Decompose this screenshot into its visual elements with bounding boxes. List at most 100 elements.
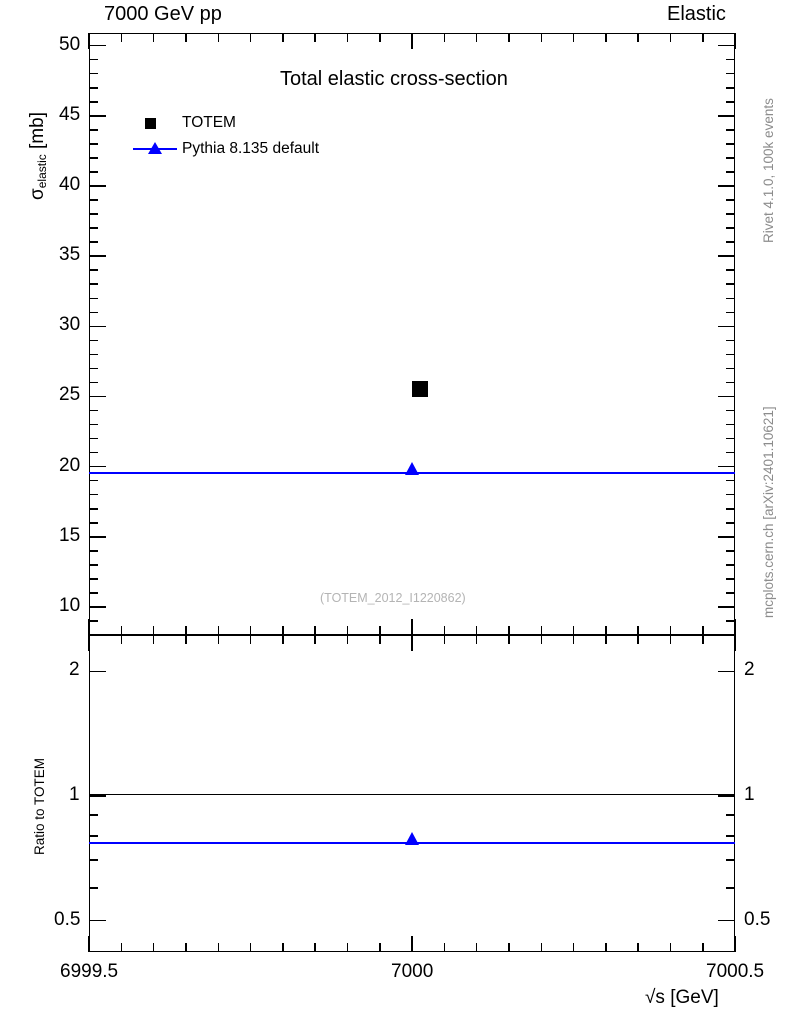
axis-tick-mark (282, 635, 284, 644)
axis-tick-mark (152, 33, 155, 42)
axis-tick-mark (346, 626, 349, 635)
axis-tick-mark (89, 451, 98, 454)
axis-tick-mark (346, 943, 349, 952)
axis-tick-mark (89, 465, 106, 468)
axis-tick-mark (605, 635, 607, 644)
axis-tick-mark (89, 269, 98, 271)
axis-tick-mark (89, 479, 98, 482)
header-right-process-label: Elastic (667, 3, 726, 25)
axis-tick-mark (89, 87, 98, 89)
axis-tick-mark (89, 564, 98, 566)
axis-tick-mark (726, 835, 735, 837)
axis-tick-label: 7000.5 (706, 961, 765, 982)
axis-tick-mark (379, 33, 381, 42)
axis-tick-mark (282, 943, 284, 952)
axis-tick-mark (726, 58, 735, 61)
axis-tick-mark (540, 635, 542, 644)
axis-tick-label: 35 (59, 244, 81, 266)
header-left-beam-label: 7000 GeV pp (104, 3, 222, 25)
axis-tick-mark (89, 367, 98, 370)
axis-tick-mark (572, 33, 575, 42)
axis-tick-mark (282, 626, 284, 635)
axis-tick-mark (89, 353, 98, 356)
axis-tick-mark (89, 795, 106, 797)
legend-label-pythia: Pythia 8.135 default (182, 140, 320, 157)
axis-tick-mark (249, 626, 252, 635)
axis-tick-mark (726, 213, 735, 215)
axis-tick-mark (726, 522, 735, 524)
axis-tick-mark (669, 943, 672, 952)
sigma-unit: [mb] (27, 112, 48, 155)
axis-tick-mark (89, 227, 98, 229)
x-axis-label: √s [GeV] (645, 988, 719, 1007)
axis-tick-mark (637, 943, 639, 952)
axis-tick-mark (120, 626, 123, 635)
main-y-axis-label: σelastic [mb] (27, 112, 49, 200)
axis-tick-mark (702, 626, 704, 635)
axis-tick-mark (726, 311, 735, 314)
axis-tick-mark (411, 33, 413, 49)
axis-tick-mark (89, 919, 106, 922)
axis-tick-mark (718, 606, 735, 608)
axis-tick-label: 7000 (391, 961, 434, 982)
axis-tick-mark (89, 814, 98, 816)
triangle-marker-icon (148, 142, 162, 154)
axis-tick-mark (726, 550, 735, 552)
axis-tick-mark (718, 795, 735, 797)
axis-tick-label: 6999.5 (60, 961, 119, 982)
axis-tick-mark (411, 619, 413, 635)
axis-tick-mark (572, 943, 575, 952)
axis-tick-mark (718, 670, 735, 673)
axis-tick-mark (282, 33, 284, 42)
axis-tick-label: 25 (59, 384, 81, 406)
axis-tick-mark (726, 143, 735, 145)
axis-tick-mark (726, 479, 735, 482)
sigma-symbol: σ (27, 188, 48, 200)
axis-tick-mark (726, 859, 735, 861)
axis-tick-mark (726, 451, 735, 454)
axis-tick-mark (443, 626, 446, 635)
axis-tick-mark (89, 493, 98, 496)
axis-tick-mark (443, 943, 446, 952)
axis-tick-mark (120, 33, 123, 42)
axis-tick-mark (718, 919, 735, 922)
axis-tick-mark (726, 157, 735, 159)
axis-tick-mark (669, 626, 672, 635)
axis-tick-mark (89, 241, 98, 243)
axis-tick-mark (152, 626, 155, 635)
axis-tick-mark (249, 635, 252, 644)
axis-tick-mark (314, 943, 316, 952)
axis-tick-label: 50 (59, 33, 81, 55)
axis-tick-mark (217, 626, 219, 635)
axis-tick-mark (314, 626, 316, 635)
axis-tick-mark (89, 887, 98, 889)
axis-tick-mark (726, 578, 735, 580)
axis-tick-mark (89, 409, 98, 412)
axis-tick-mark (726, 87, 735, 89)
analysis-id-watermark: (TOTEM_2012_I1220862) (320, 591, 466, 605)
axis-tick-mark (88, 936, 90, 952)
axis-tick-mark (726, 227, 735, 229)
axis-tick-mark (508, 626, 510, 635)
axis-tick-mark (540, 33, 542, 42)
axis-tick-mark (508, 943, 510, 952)
axis-tick-label: 1 (69, 784, 80, 806)
axis-tick-mark (89, 395, 106, 398)
plot-title: Total elastic cross-section (280, 68, 508, 90)
axis-tick-mark (726, 283, 735, 285)
axis-tick-mark (88, 33, 90, 49)
axis-tick-mark (443, 33, 446, 42)
axis-tick-mark (475, 626, 478, 635)
axis-tick-mark (669, 33, 672, 42)
axis-tick-mark (120, 635, 123, 644)
axis-tick-mark (726, 592, 735, 594)
axis-tick-mark (89, 297, 98, 300)
axis-tick-mark (89, 311, 98, 314)
axis-tick-mark (702, 943, 704, 952)
axis-tick-mark (89, 129, 98, 131)
axis-tick-mark (572, 635, 575, 644)
pythia-main-marker (405, 462, 419, 475)
axis-tick-mark (89, 143, 98, 145)
axis-tick-mark (89, 437, 98, 440)
